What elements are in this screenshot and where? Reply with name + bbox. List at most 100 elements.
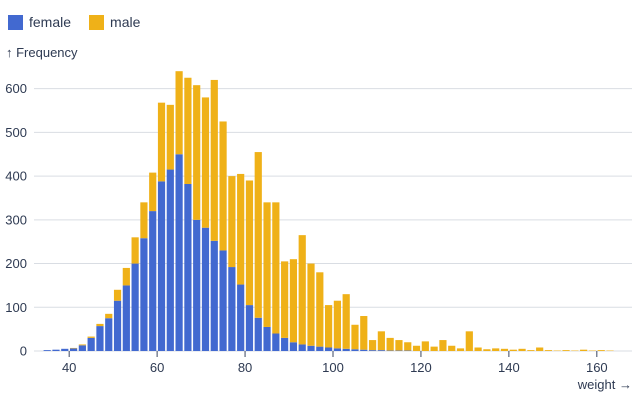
bar-female [237, 284, 245, 351]
y-tick-label: 300 [5, 212, 27, 227]
x-tick-label: 140 [498, 360, 520, 375]
bar-female [333, 348, 341, 351]
bar-male [325, 305, 333, 348]
bar-female [342, 348, 350, 351]
bar-male [386, 337, 394, 351]
bar-male [149, 172, 157, 212]
bar-female [175, 154, 183, 351]
bar-male [298, 235, 306, 345]
bar-male [544, 350, 553, 351]
bar-female [157, 181, 166, 351]
bar-male [509, 349, 517, 351]
bar-male [87, 336, 95, 338]
bar-female [316, 346, 324, 351]
bar-female [149, 211, 157, 351]
bar-male [210, 79, 218, 241]
bar-male [580, 349, 588, 351]
bar-male [342, 294, 350, 349]
bar-male [316, 272, 324, 347]
bar-male [140, 202, 148, 239]
bar-female [351, 349, 359, 351]
x-tick-label: 40 [62, 360, 76, 375]
bar-female [78, 345, 86, 351]
bar-male [201, 97, 210, 228]
bar-male [281, 261, 289, 338]
bar-male [368, 340, 377, 351]
bar-female [298, 344, 306, 351]
bar-male [105, 313, 113, 319]
bar-female [43, 350, 51, 351]
bar-female [87, 337, 95, 351]
x-tick-label: 100 [322, 360, 344, 375]
x-tick-label: 60 [150, 360, 164, 375]
bar-male [219, 121, 227, 251]
bar-male [439, 340, 447, 351]
bar-male [518, 348, 526, 351]
bar-male [474, 347, 482, 351]
bar-male [430, 346, 438, 351]
bar-female [263, 326, 271, 351]
bar-male [448, 345, 456, 351]
bar-male [166, 104, 174, 170]
y-tick-label: 600 [5, 81, 27, 96]
bar-female [105, 318, 113, 351]
bar-male [245, 180, 254, 306]
bar-female [131, 263, 139, 351]
bar-male [272, 202, 280, 334]
bar-female [193, 219, 201, 351]
bar-female [307, 345, 315, 351]
bar-male [254, 152, 262, 318]
bar-male [404, 342, 412, 351]
bar-female [272, 333, 280, 351]
bar-male [562, 350, 570, 351]
bar-female [368, 350, 377, 351]
x-tick-label: 120 [410, 360, 432, 375]
bar-male [536, 347, 544, 351]
bar-female [228, 267, 236, 351]
bar-female [210, 240, 218, 351]
x-tick-label: 160 [586, 360, 608, 375]
bar-female [201, 227, 210, 351]
bar-female [184, 183, 192, 351]
y-tick-label: 400 [5, 169, 27, 184]
bar-male [307, 263, 315, 346]
bar-female [289, 342, 298, 351]
bar-male [597, 350, 605, 351]
bar-female [122, 285, 130, 351]
bar-male [465, 331, 473, 351]
bar-male [412, 345, 421, 351]
bar-female [325, 347, 333, 351]
legend-label-female: female [29, 14, 72, 30]
bar-male [395, 340, 403, 351]
bar-male [122, 267, 130, 286]
y-tick-label: 500 [5, 125, 27, 140]
bar-male [131, 237, 139, 264]
male-swatch-icon [89, 14, 105, 30]
bar-male [421, 341, 429, 351]
bar-female [96, 326, 104, 351]
bar-male [360, 316, 368, 350]
chart-legend: female male [0, 0, 640, 35]
bar-male [351, 324, 359, 350]
bar-female [219, 250, 227, 351]
bar-female [113, 300, 122, 351]
chart-svg: 0 100 200 300 400 500 600 40 60 80 100 120 140 160 ↑ F… [5, 45, 632, 392]
x-tick-label: 80 [238, 360, 252, 375]
bar-male [228, 176, 236, 268]
bar-male [237, 173, 245, 285]
legend-item-male: male [89, 14, 140, 30]
bar-male [193, 85, 201, 220]
bar-male [527, 350, 535, 351]
bar-female [52, 349, 60, 351]
legend-label-male: male [110, 14, 141, 30]
legend-item-female: female [8, 14, 71, 30]
bar-female [61, 348, 69, 351]
bar-female [245, 305, 254, 351]
bar-male [483, 349, 491, 351]
bar-female [377, 350, 385, 351]
bar-male [500, 348, 509, 351]
bar-female [140, 238, 148, 351]
bar-male [157, 102, 166, 182]
bar-male [492, 348, 500, 351]
